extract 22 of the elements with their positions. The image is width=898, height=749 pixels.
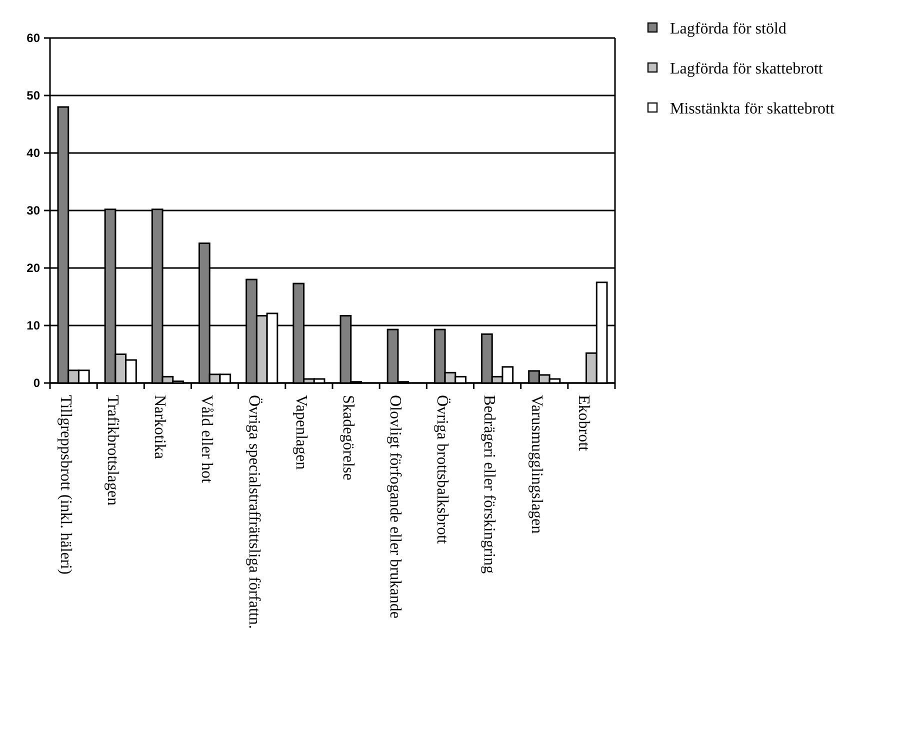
y-tick-label: 20 — [26, 261, 40, 276]
x-tick-label: Övriga specialstraffrättsliga författn. — [245, 395, 262, 629]
y-tick-label: 10 — [26, 318, 40, 333]
x-tick-label: Trafikbrottslagen — [104, 395, 122, 506]
y-tick-label: 30 — [26, 204, 40, 218]
x-tick-label: Olovligt förfogande eller brukande — [386, 395, 404, 618]
legend-label: Lagförda för stöld — [670, 20, 786, 38]
x-tick-label: Narkotika — [151, 395, 168, 459]
x-tick-label: Skadegörelse — [339, 395, 356, 480]
x-tick-label: Bedrägeri eller förskingring — [480, 395, 498, 574]
x-tick-label: Tillgreppsbrott (inkl. häleri) — [56, 395, 74, 574]
y-tick-label: 50 — [26, 88, 40, 103]
x-tick-label: Övriga brottsbalksbrott — [434, 395, 451, 544]
y-tick-label: 40 — [26, 146, 40, 160]
x-tick-label: Ekobrott — [574, 395, 592, 452]
y-tick-label: 60 — [26, 31, 40, 46]
x-tick-label: Våld eller hot — [198, 395, 216, 484]
x-tick-label: Vapenlagen — [292, 395, 310, 470]
legend-label: Lagförda för skattebrott — [670, 60, 824, 78]
x-tick-label: Varusmugglingslagen — [528, 395, 545, 534]
y-tick-label: 0 — [33, 376, 40, 390]
legend-label: Misstänkta för skattebrott — [670, 100, 835, 118]
